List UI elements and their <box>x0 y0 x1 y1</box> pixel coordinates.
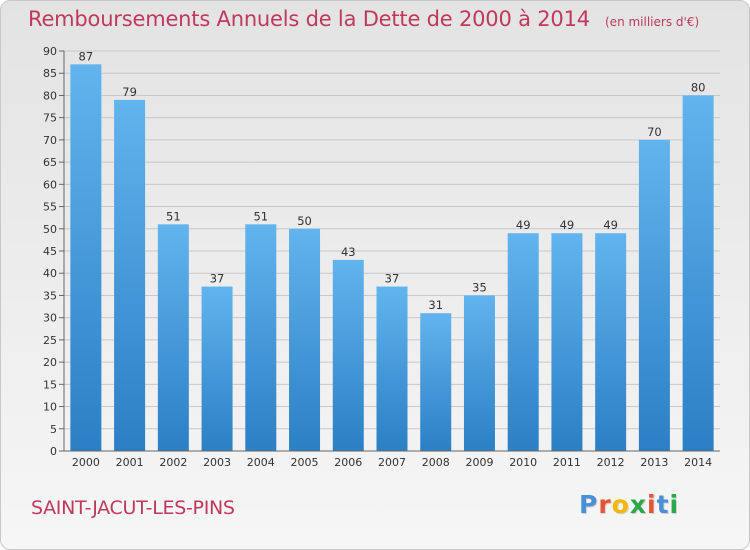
value-label: 37 <box>210 272 225 286</box>
y-tick-label: 45 <box>43 245 57 258</box>
value-label: 51 <box>253 209 268 223</box>
x-tick-label: 2000 <box>72 456 100 469</box>
logo-letter: o <box>611 490 630 519</box>
value-label: 80 <box>691 80 706 94</box>
y-tick-label: 80 <box>43 89 57 102</box>
y-tick-label: 25 <box>43 334 57 347</box>
bar <box>682 95 714 451</box>
logo-letter: i <box>669 490 680 519</box>
chart-unit: (en milliers d'€) <box>605 15 700 29</box>
y-tick-label: 75 <box>43 112 57 125</box>
y-tick-label: 5 <box>50 423 57 436</box>
value-label: 49 <box>516 218 531 232</box>
logo-letter: i <box>647 490 657 519</box>
proxiti-logo: Proxiti <box>579 490 679 519</box>
y-tick-label: 50 <box>43 223 57 236</box>
x-tick-label: 2013 <box>640 456 668 469</box>
bars <box>70 64 714 452</box>
value-label: 50 <box>297 214 312 228</box>
y-tick-label: 10 <box>43 401 57 414</box>
bar <box>70 64 102 452</box>
value-labels: 87 79 51 37 51 50 43 37 31 35 49 49 49 70 80 <box>79 49 706 312</box>
y-tick-label: 40 <box>43 267 57 280</box>
axes: 0 5 10 15 20 25 30 35 40 45 50 55 60 65 70 75 80 85 90 2000… <box>43 45 720 469</box>
x-tick-label: 2014 <box>684 456 712 469</box>
y-tick-label: 15 <box>43 378 57 391</box>
logo-letter: r <box>598 490 612 519</box>
x-tick-label: 2007 <box>378 456 406 469</box>
bar <box>638 139 670 451</box>
bar <box>376 286 408 451</box>
value-label: 70 <box>647 125 662 139</box>
value-label: 35 <box>472 280 487 294</box>
y-tick-label: 85 <box>43 67 57 80</box>
y-tick-label: 30 <box>43 312 57 325</box>
value-label: 79 <box>122 85 137 99</box>
chart-title-text: Remboursements Annuels de la Dette de 20… <box>28 7 590 31</box>
bar <box>201 286 233 451</box>
bar <box>289 228 321 451</box>
x-tick-label: 2010 <box>509 456 537 469</box>
logo-letter: x <box>629 490 647 519</box>
value-label: 43 <box>341 245 356 259</box>
x-tick-label: 2011 <box>553 456 581 469</box>
bar <box>507 233 539 451</box>
y-tick-label: 70 <box>43 134 57 147</box>
bar <box>157 224 189 451</box>
value-label: 51 <box>166 209 181 223</box>
bar <box>420 313 452 451</box>
x-tick-label: 2009 <box>465 456 493 469</box>
x-tick-label: 2006 <box>334 456 362 469</box>
x-tick-label: 2008 <box>422 456 450 469</box>
logo-letter: P <box>579 490 599 519</box>
x-tick-label: 2003 <box>203 456 231 469</box>
bar <box>551 233 583 451</box>
x-tick-label: 2005 <box>291 456 319 469</box>
bar <box>463 295 495 451</box>
y-tick-label: 0 <box>50 445 57 458</box>
y-tick-label: 60 <box>43 178 57 191</box>
bar <box>595 233 627 451</box>
x-tick-label: 2012 <box>597 456 625 469</box>
x-tick-label: 2004 <box>247 456 275 469</box>
value-label: 31 <box>428 298 443 312</box>
x-tick-label: 2002 <box>159 456 187 469</box>
y-tick-label: 35 <box>43 289 57 302</box>
logo-letter: t <box>656 490 670 519</box>
y-tick-label: 20 <box>43 356 57 369</box>
value-label: 37 <box>385 272 400 286</box>
value-label: 87 <box>79 49 94 63</box>
chart-title: Remboursements Annuels de la Dette de 20… <box>28 7 699 31</box>
y-tick-label: 65 <box>43 156 57 169</box>
bar <box>114 99 146 451</box>
bar <box>332 259 364 451</box>
value-label: 49 <box>603 218 618 232</box>
x-tick-label: 2001 <box>116 456 144 469</box>
value-label: 49 <box>560 218 575 232</box>
bar <box>245 224 277 451</box>
y-tick-label: 55 <box>43 201 57 214</box>
place-name: SAINT-JACUT-LES-PINS <box>31 497 235 519</box>
y-tick-label: 90 <box>43 45 57 58</box>
